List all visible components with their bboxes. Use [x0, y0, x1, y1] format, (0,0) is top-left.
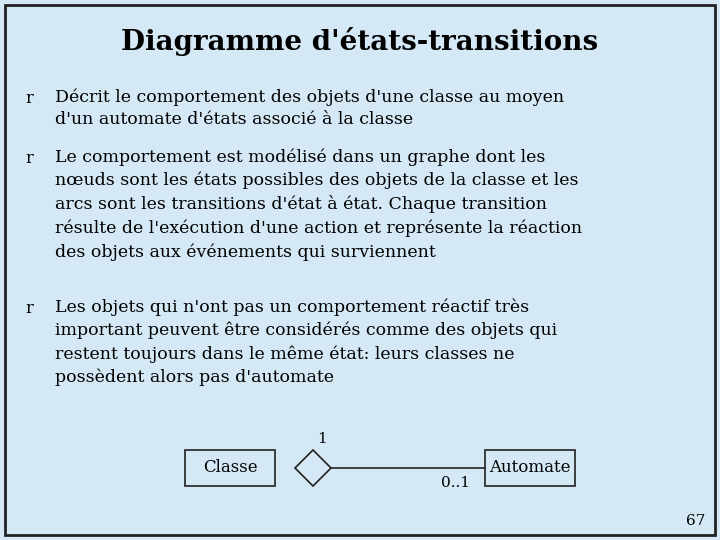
Text: Diagramme d'états-transitions: Diagramme d'états-transitions	[122, 28, 598, 57]
Text: 1: 1	[317, 432, 327, 446]
Text: Classe: Classe	[203, 460, 257, 476]
Text: 67: 67	[685, 514, 705, 528]
Text: r: r	[25, 90, 32, 107]
FancyBboxPatch shape	[185, 450, 275, 486]
Text: Décrit le comportement des objets d'une classe au moyen
d'un automate d'états as: Décrit le comportement des objets d'une …	[55, 88, 564, 129]
FancyBboxPatch shape	[485, 450, 575, 486]
Text: r: r	[25, 300, 32, 317]
FancyBboxPatch shape	[5, 5, 715, 535]
Text: 0..1: 0..1	[441, 476, 469, 490]
Text: Automate: Automate	[490, 460, 571, 476]
Text: Les objets qui n'ont pas un comportement réactif très
important peuvent être con: Les objets qui n'ont pas un comportement…	[55, 298, 557, 386]
Text: r: r	[25, 150, 32, 167]
Polygon shape	[295, 450, 331, 486]
Text: Le comportement est modélisé dans un graphe dont les
nœuds sont les états possib: Le comportement est modélisé dans un gra…	[55, 148, 582, 260]
